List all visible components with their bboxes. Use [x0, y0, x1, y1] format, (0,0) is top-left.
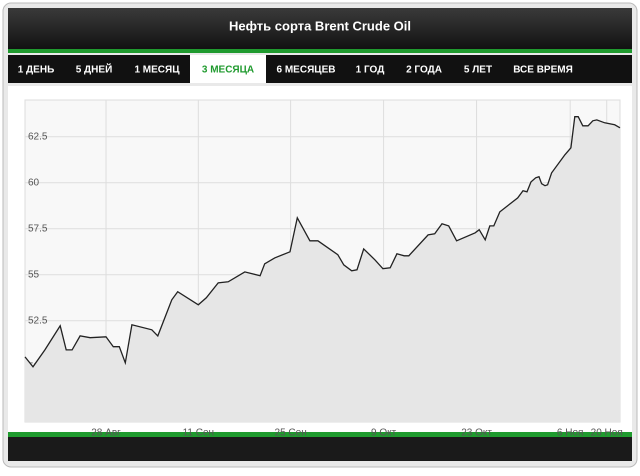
tab[interactable]: 1 ГОД: [356, 65, 385, 76]
tab[interactable]: 5 ЛЕТ: [464, 65, 492, 76]
price-line: [24, 116, 621, 368]
y-tick-label: 55: [28, 269, 40, 280]
selected-tab-bg: [190, 55, 266, 83]
tab[interactable]: 1 ДЕНЬ: [18, 65, 55, 76]
tab[interactable]: 1 МЕСЯЦ: [134, 65, 180, 76]
x-tick-label: 28 Авг: [91, 428, 121, 439]
area-fill: [25, 116, 620, 422]
x-tick-label: 23 Окт: [461, 428, 492, 439]
y-tick-label: 60: [28, 177, 40, 188]
y-tick-label: 62.5: [28, 131, 48, 142]
x-tick-label: 9 Окт: [371, 428, 397, 439]
tab[interactable]: ВСЕ ВРЕМЯ: [513, 65, 573, 76]
footer-accent: [8, 432, 632, 437]
x-tick-label: 11 Сен: [183, 428, 214, 439]
x-tick-label: 25 Сен: [275, 428, 307, 439]
x-tick-label: 20 Ноя: [591, 428, 623, 439]
y-tick-label: 57.5: [28, 223, 48, 234]
header: [8, 8, 632, 50]
footer: [8, 437, 632, 461]
tab-bar: [8, 55, 632, 83]
tab[interactable]: 6 МЕСЯЦЕВ: [277, 65, 336, 76]
x-tick-label: 6 Ноя: [557, 428, 584, 439]
tab[interactable]: 2 ГОДА: [406, 65, 442, 76]
y-tick-label: 52.5: [28, 315, 48, 326]
tab[interactable]: 5 ДНЕЙ: [76, 63, 113, 76]
tab[interactable]: 3 МЕСЯЦА: [202, 65, 254, 76]
chart-title: Нефть сорта Brent Crude Oil: [229, 18, 411, 33]
header-accent: [8, 49, 632, 53]
